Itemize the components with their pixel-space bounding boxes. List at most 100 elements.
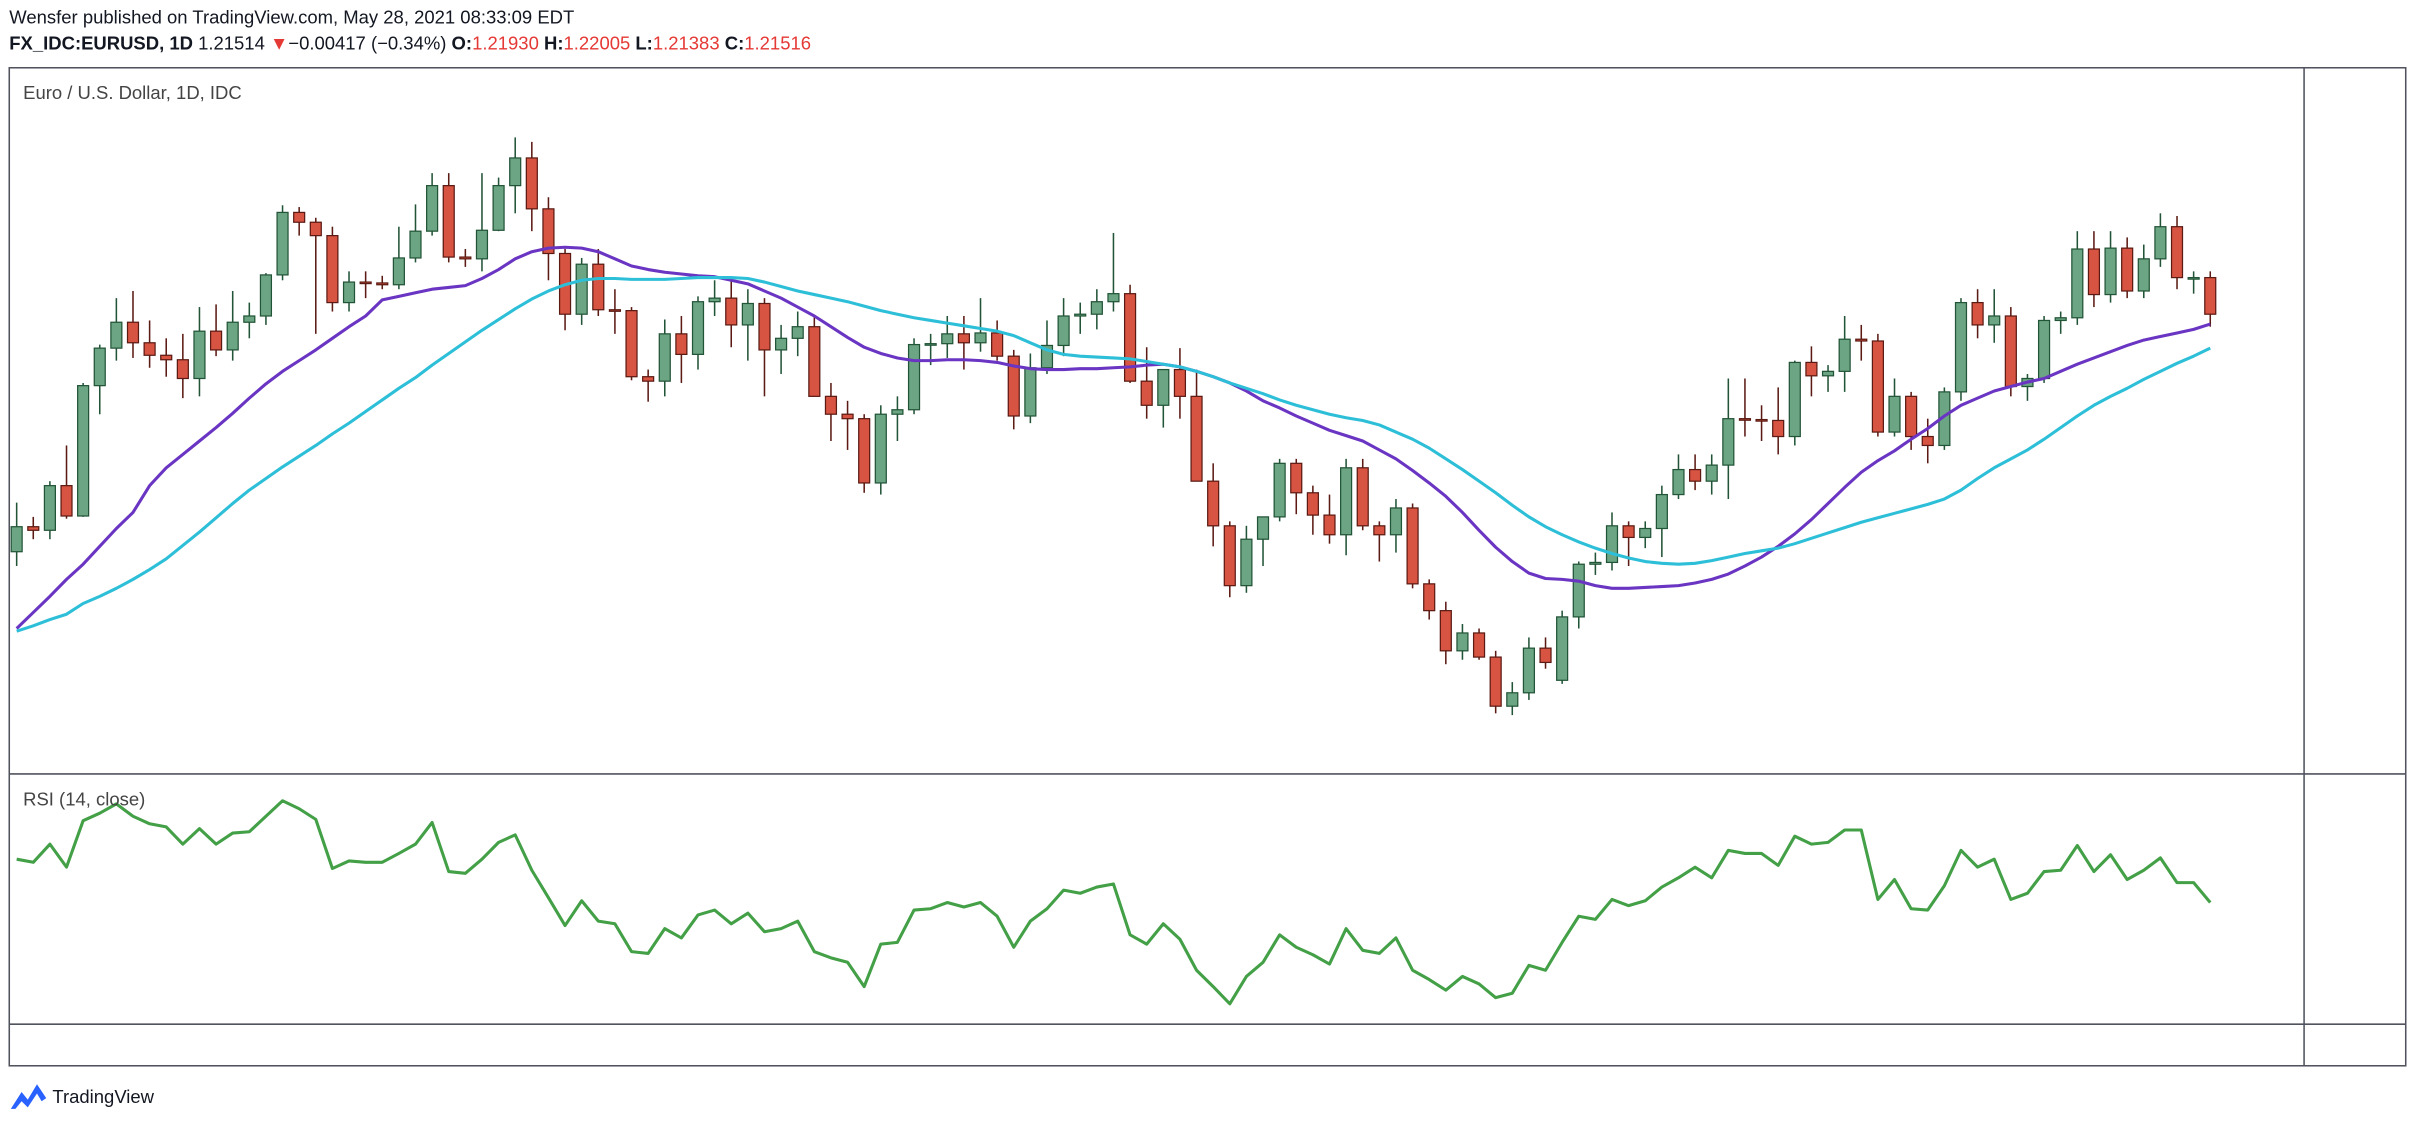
low-value: 1.21383	[653, 33, 720, 54]
candle-body	[1472, 632, 1486, 658]
candle-body	[592, 263, 605, 311]
candle-body	[176, 359, 189, 380]
candle-body	[808, 326, 821, 397]
candle-body	[1672, 468, 1685, 496]
candle-body	[1157, 368, 1170, 406]
candle-body	[442, 185, 455, 258]
candle-body	[575, 263, 588, 315]
change: −0.00417 (−0.34%)	[288, 33, 446, 54]
candle-body	[2204, 276, 2217, 315]
candle-body	[342, 281, 356, 304]
marks-layer	[10, 137, 2217, 1006]
close-value: 1.21516	[744, 33, 811, 54]
candle-body	[691, 301, 705, 356]
candle-body	[1123, 293, 1137, 382]
candle-body	[1855, 338, 1868, 342]
candle-body	[542, 208, 555, 255]
candle-body	[1705, 464, 1718, 482]
moving-average-line	[15, 245, 2211, 630]
candle-body	[2054, 317, 2067, 322]
candle-body	[10, 526, 23, 553]
candle-body	[1306, 492, 1319, 516]
candle-body	[658, 333, 671, 382]
candle-body	[1439, 610, 1452, 652]
candle-body	[27, 526, 40, 531]
close-label: C:	[725, 33, 745, 54]
candle-body	[774, 337, 788, 351]
candle-body	[1340, 467, 1353, 536]
symbol: FX_IDC:EURUSD, 1D	[9, 33, 193, 54]
candle-body	[1905, 395, 1918, 438]
candle-body	[891, 409, 904, 415]
candle-body	[376, 282, 389, 286]
candle-body	[725, 297, 738, 326]
candle-body	[1805, 361, 1818, 377]
candle-body	[1722, 418, 1735, 466]
change-arrow: ▼	[270, 33, 288, 54]
candle-body	[2137, 258, 2150, 292]
candle-body	[642, 376, 655, 382]
candle-body	[1223, 525, 1236, 587]
candle-body	[1290, 462, 1303, 494]
candle-body	[1988, 315, 2001, 326]
candle-body	[1090, 301, 1103, 315]
candle-body	[974, 332, 987, 344]
candle-body	[1871, 340, 1884, 433]
candle-body	[475, 229, 489, 260]
candle-body	[1821, 370, 1835, 377]
last-price: 1.21514	[198, 33, 265, 54]
candle-body	[1605, 525, 1619, 564]
candle-body	[2154, 226, 2167, 260]
candle-body	[957, 333, 970, 344]
candle-body	[93, 347, 106, 387]
candle-body	[991, 332, 1004, 357]
candle-body	[426, 185, 439, 232]
candle-body	[1107, 293, 1120, 303]
brand-name: TradingView	[52, 1086, 154, 1107]
candle-body	[2004, 315, 2017, 388]
candle-body	[1356, 467, 1369, 527]
candle-body	[60, 485, 73, 517]
candle-body	[525, 157, 538, 210]
candle-body	[924, 343, 937, 346]
symbol-line: FX_IDC:EURUSD, 1D 1.21514 ▼−0.00417 (−0.…	[9, 33, 811, 54]
candle-body	[193, 330, 206, 380]
candle-body	[2071, 248, 2084, 319]
candle-body	[309, 221, 322, 237]
candle-body	[1954, 301, 1968, 393]
moving-average-line	[16, 276, 2211, 633]
candle-body	[874, 413, 887, 484]
candle-body	[1190, 395, 1203, 482]
candle-body	[708, 297, 721, 303]
candle-body	[858, 418, 871, 484]
candle-body	[1755, 418, 1768, 422]
candle-body	[1389, 507, 1403, 536]
candle-body	[907, 343, 921, 411]
candle-body	[1522, 647, 1536, 694]
candle-body	[1921, 435, 1934, 447]
candle-body	[259, 274, 273, 317]
candle-body	[841, 413, 854, 420]
rsi-title: RSI (14, close)	[23, 789, 145, 810]
candle-body	[1788, 361, 1801, 438]
candle-body	[492, 185, 505, 231]
rsi-line	[16, 799, 2212, 1006]
candle-body	[1406, 507, 1419, 585]
candle-body	[209, 330, 223, 351]
candle-body	[758, 302, 771, 351]
candle-body	[2170, 226, 2184, 279]
candle-body	[1273, 462, 1286, 518]
candle-body	[741, 302, 754, 326]
candle-body	[326, 235, 339, 304]
candle-body	[1240, 538, 1253, 587]
candle-body	[1423, 583, 1436, 612]
candle-body	[2087, 248, 2101, 296]
candle-body	[160, 354, 173, 361]
candle-body	[1207, 480, 1220, 527]
open-label: O:	[452, 33, 473, 54]
candle-body	[1556, 616, 1569, 681]
candle-body	[1456, 632, 1469, 652]
candle-body	[675, 333, 688, 356]
candle-body	[1589, 561, 1602, 565]
candle-body	[1888, 395, 1901, 433]
